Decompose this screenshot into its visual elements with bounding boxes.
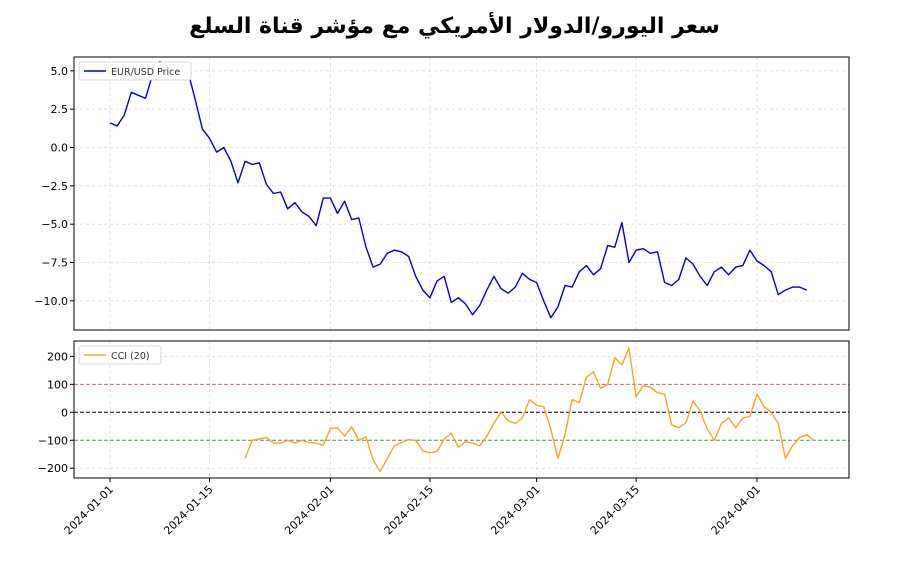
legend-label: EUR/USD Price (111, 67, 180, 78)
x-tick-label: 2024-01-15 (161, 483, 215, 537)
y-tick-label: −200 (38, 462, 68, 475)
y-tick-label: −100 (38, 434, 68, 447)
y-tick-label: 200 (47, 350, 68, 363)
y-tick-label: 0.0 (51, 141, 69, 154)
x-tick-label: 2024-03-01 (488, 483, 542, 537)
x-tick-label: 2024-02-01 (282, 483, 336, 537)
y-tick-label: −10.0 (34, 295, 68, 308)
x-tick-label: 2024-01-01 (62, 483, 116, 537)
y-tick-label: −5.0 (41, 218, 68, 231)
x-tick-label: 2024-03-15 (588, 483, 642, 537)
legend-box-0 (78, 61, 192, 81)
chart-title: سعر اليورو/الدولار الأمريكي مع مؤشر قناة… (189, 14, 720, 39)
series-line-0-0 (109, 60, 808, 319)
y-tick-label: 100 (47, 378, 68, 391)
x-tick-label: 2024-02-15 (382, 483, 436, 537)
plot-frame-1 (73, 340, 850, 479)
legend-box-1 (78, 345, 162, 365)
y-tick-label: −2.5 (41, 180, 68, 193)
series-line-1-0 (244, 347, 815, 473)
x-tick-label: 2024-04-01 (709, 483, 763, 537)
plot-frame-0 (73, 56, 850, 331)
y-tick-label: −7.5 (41, 257, 68, 270)
y-tick-label: 5.0 (51, 65, 69, 78)
legend-label: CCI (20) (111, 351, 150, 362)
y-tick-label: 2.5 (51, 103, 69, 116)
y-tick-label: 0 (61, 406, 68, 419)
